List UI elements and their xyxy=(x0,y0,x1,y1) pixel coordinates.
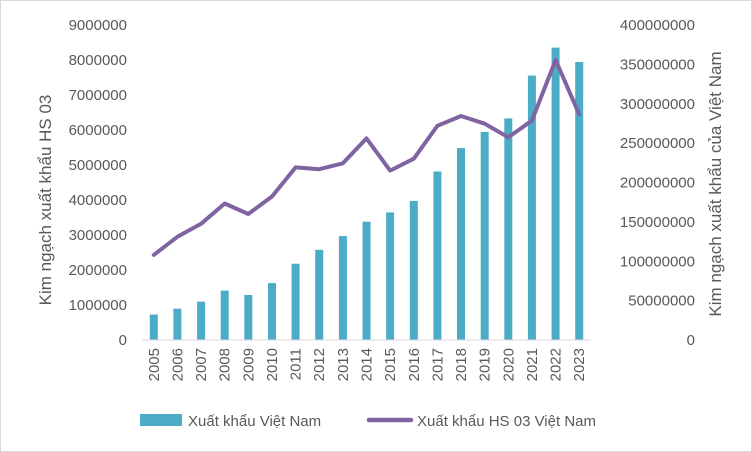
bar-2007 xyxy=(197,301,206,340)
bar-2012 xyxy=(315,249,324,340)
right-axis-ticks: 0 50000000 100000000 150000000 200000000 2500… xyxy=(620,17,695,349)
x-tick-label: 2022 xyxy=(548,348,565,381)
bar-2020 xyxy=(504,118,513,341)
x-tick-label: 2023 xyxy=(571,348,588,381)
bars-layer xyxy=(149,47,584,341)
bar-2022 xyxy=(551,47,560,340)
legend-bar-label: Xuất khẩu Việt Nam xyxy=(188,413,321,430)
y-right-tick-label: 200000000 xyxy=(620,175,695,192)
bar-2009 xyxy=(244,295,253,340)
y-right-tick-label: 350000000 xyxy=(620,56,695,73)
y-left-tick-label: 0 xyxy=(119,332,127,349)
y-left-tick-label: 3000000 xyxy=(69,227,127,244)
line-series-hs03 xyxy=(151,58,582,257)
legend-line-label: Xuất khẩu HS 03 Việt Nam xyxy=(417,413,596,430)
bar-2017 xyxy=(433,171,442,340)
bar-2021 xyxy=(527,75,536,340)
y-right-tick-label: 400000000 xyxy=(620,17,695,34)
x-tick-label: 2010 xyxy=(264,348,281,381)
bar-2019 xyxy=(480,131,489,340)
y-right-tick-label: 300000000 xyxy=(620,96,695,113)
x-tick-label: 2013 xyxy=(335,348,352,381)
legend: Xuất khẩu Việt Nam Xuất khẩu HS 03 Việt … xyxy=(140,413,596,430)
y-axis-left-title: Kim ngạch xuất khẩu HS 03 xyxy=(36,95,55,306)
y-left-tick-label: 6000000 xyxy=(69,122,127,139)
bar-2014 xyxy=(362,221,371,340)
y-left-tick-label: 5000000 xyxy=(69,157,127,174)
y-axis-right-title: Kim ngạch xuất khẩu của Việt Nam xyxy=(706,51,725,316)
x-tick-label: 2006 xyxy=(169,348,186,381)
x-tick-label: 2005 xyxy=(146,348,163,381)
y-right-tick-label: 250000000 xyxy=(620,135,695,152)
y-right-tick-label: 0 xyxy=(687,332,695,349)
y-left-tick-label: 7000000 xyxy=(69,87,127,104)
x-tick-label: 2008 xyxy=(217,348,234,381)
x-axis-ticks: 2005 2006 2007 2008 2009 2010 2011 2012 2013 2014… xyxy=(146,348,588,381)
x-tick-label: 2015 xyxy=(382,348,399,381)
y-left-tick-label: 2000000 xyxy=(69,262,127,279)
bar-2010 xyxy=(268,283,276,340)
bar-2016 xyxy=(409,200,418,340)
legend-bar-swatch xyxy=(140,414,182,426)
x-tick-label: 2009 xyxy=(240,348,257,381)
x-tick-label: 2019 xyxy=(477,348,494,381)
y-left-tick-label: 1000000 xyxy=(69,297,127,314)
bar-2023 xyxy=(575,62,584,340)
x-tick-label: 2014 xyxy=(359,348,376,381)
x-tick-label: 2012 xyxy=(311,348,328,381)
line-layer xyxy=(151,58,582,257)
y-left-tick-label: 8000000 xyxy=(69,52,127,69)
x-tick-label: 2016 xyxy=(406,348,423,381)
bar-2008 xyxy=(220,290,229,340)
bar-2013 xyxy=(338,236,347,340)
x-tick-label: 2011 xyxy=(288,348,305,380)
y-right-tick-label: 150000000 xyxy=(620,214,695,231)
bar-2011 xyxy=(291,263,300,340)
x-tick-label: 2020 xyxy=(500,348,517,381)
y-right-tick-label: 100000000 xyxy=(620,253,695,270)
bar-2015 xyxy=(386,212,395,340)
y-right-tick-label: 50000000 xyxy=(628,293,695,310)
bar-2006 xyxy=(173,308,182,340)
x-tick-label: 2021 xyxy=(524,348,541,381)
y-left-tick-label: 9000000 xyxy=(69,17,127,34)
left-axis-ticks: 0 1000000 2000000 3000000 4000000 5000000 6000… xyxy=(69,17,127,349)
x-tick-label: 2007 xyxy=(193,348,210,381)
bar-2018 xyxy=(457,148,465,340)
bar-2005 xyxy=(149,314,158,340)
y-left-tick-label: 4000000 xyxy=(69,192,127,209)
x-tick-label: 2018 xyxy=(453,348,470,381)
x-tick-label: 2017 xyxy=(429,348,446,381)
